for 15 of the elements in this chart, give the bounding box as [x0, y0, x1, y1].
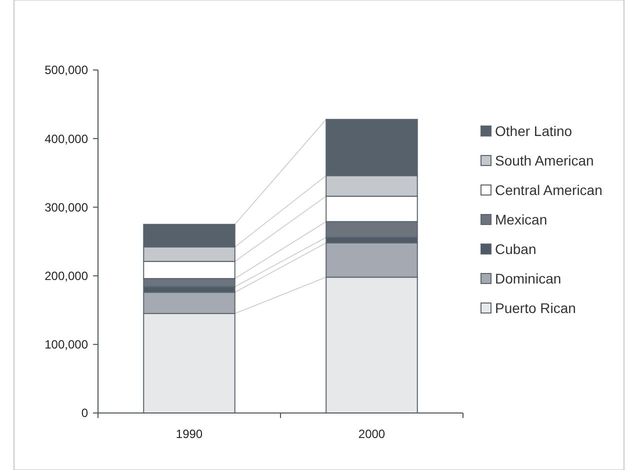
legend-label: Puerto Rican	[495, 300, 576, 316]
y-tick-label: 100,000	[44, 338, 88, 352]
y-tick-label: 500,000	[44, 63, 88, 78]
legend-label: South American	[495, 152, 594, 168]
y-tick-label: 0	[81, 406, 88, 420]
legend-label: Cuban	[495, 240, 536, 257]
legend-label: Mexican	[495, 211, 548, 228]
legend-label: Central American	[495, 182, 602, 198]
legend-label: Other Latino	[495, 122, 572, 139]
y-tick-label: 400,000	[44, 132, 88, 146]
legend-label: Dominican	[495, 270, 562, 286]
x-tick-label: 2000	[358, 427, 386, 441]
y-tick-label: 200,000	[44, 269, 88, 283]
x-tick-label: 1990	[176, 427, 203, 441]
y-tick-label: 300,000	[44, 200, 88, 214]
